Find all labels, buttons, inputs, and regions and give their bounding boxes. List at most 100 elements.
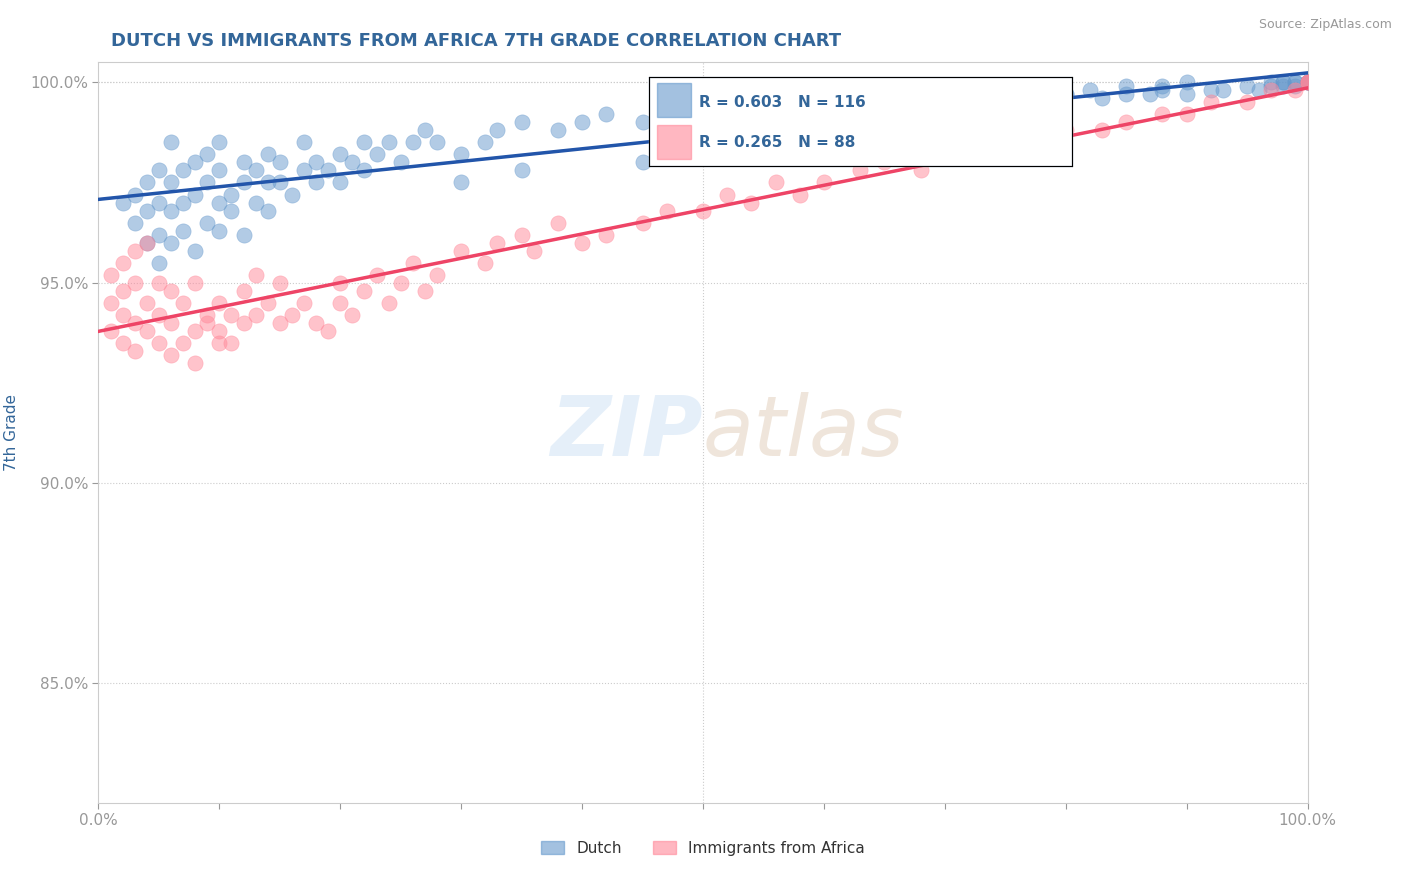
- Point: [1175, 87, 1198, 102]
- Text: Source: ZipAtlas.com: Source: ZipAtlas.com: [1258, 18, 1392, 31]
- Point: [208, 223, 231, 237]
- Point: [111, 195, 134, 210]
- Point: [184, 187, 207, 202]
- Point: [160, 235, 183, 250]
- Point: [413, 284, 436, 298]
- Point: [752, 107, 775, 121]
- Point: [1296, 75, 1319, 89]
- Point: [353, 136, 375, 150]
- Point: [232, 176, 254, 190]
- Point: [631, 215, 654, 229]
- Point: [873, 115, 896, 129]
- Point: [184, 244, 207, 258]
- Point: [1054, 87, 1077, 102]
- Point: [1175, 107, 1198, 121]
- Point: [1296, 75, 1319, 89]
- Point: [389, 276, 412, 290]
- Point: [305, 176, 328, 190]
- Point: [450, 176, 472, 190]
- Point: [160, 348, 183, 362]
- Point: [849, 103, 872, 118]
- Point: [1260, 83, 1282, 97]
- Point: [377, 136, 399, 150]
- Point: [1296, 75, 1319, 89]
- Point: [281, 187, 304, 202]
- Point: [1091, 91, 1114, 105]
- Point: [232, 227, 254, 242]
- Point: [100, 324, 122, 338]
- Point: [195, 176, 218, 190]
- Point: [1296, 75, 1319, 89]
- Point: [342, 155, 364, 169]
- Point: [957, 103, 980, 118]
- Point: [510, 227, 533, 242]
- Point: [813, 176, 835, 190]
- Point: [1115, 115, 1137, 129]
- Point: [1249, 83, 1271, 97]
- Point: [1054, 123, 1077, 137]
- Point: [1175, 75, 1198, 89]
- Point: [547, 123, 569, 137]
- Point: [329, 295, 352, 310]
- Point: [510, 115, 533, 129]
- Point: [1031, 136, 1053, 150]
- Point: [160, 136, 183, 150]
- Point: [716, 187, 738, 202]
- Point: [111, 284, 134, 298]
- Point: [148, 335, 170, 350]
- Point: [765, 176, 787, 190]
- Point: [256, 176, 278, 190]
- Point: [245, 163, 267, 178]
- Point: [124, 316, 146, 330]
- Point: [111, 255, 134, 269]
- Point: [426, 136, 449, 150]
- Point: [245, 268, 267, 282]
- Point: [195, 308, 218, 322]
- Point: [184, 155, 207, 169]
- Point: [1031, 91, 1053, 105]
- Point: [172, 163, 194, 178]
- Point: [269, 276, 291, 290]
- Point: [184, 324, 207, 338]
- Text: atlas: atlas: [703, 392, 904, 473]
- Point: [135, 176, 157, 190]
- Point: [813, 123, 835, 137]
- Point: [124, 215, 146, 229]
- Point: [208, 324, 231, 338]
- Point: [269, 316, 291, 330]
- Point: [256, 147, 278, 161]
- Point: [1260, 79, 1282, 94]
- Point: [402, 255, 425, 269]
- Point: [148, 276, 170, 290]
- Point: [957, 91, 980, 105]
- Legend: Dutch, Immigrants from Africa: Dutch, Immigrants from Africa: [536, 835, 870, 862]
- Point: [232, 155, 254, 169]
- Point: [256, 295, 278, 310]
- Point: [1236, 95, 1258, 110]
- Point: [366, 268, 388, 282]
- Point: [124, 244, 146, 258]
- Text: DUTCH VS IMMIGRANTS FROM AFRICA 7TH GRADE CORRELATION CHART: DUTCH VS IMMIGRANTS FROM AFRICA 7TH GRAD…: [111, 32, 841, 50]
- Point: [111, 308, 134, 322]
- Point: [124, 343, 146, 358]
- Point: [595, 227, 617, 242]
- Point: [1296, 75, 1319, 89]
- Point: [221, 308, 243, 322]
- Point: [160, 316, 183, 330]
- Point: [1296, 75, 1319, 89]
- Point: [135, 235, 157, 250]
- Point: [232, 284, 254, 298]
- Point: [413, 123, 436, 137]
- Point: [135, 235, 157, 250]
- Point: [1031, 91, 1053, 105]
- Point: [342, 308, 364, 322]
- Point: [160, 284, 183, 298]
- Point: [1236, 79, 1258, 94]
- Point: [957, 136, 980, 150]
- Point: [1272, 75, 1295, 89]
- Point: [100, 268, 122, 282]
- Point: [232, 316, 254, 330]
- Point: [994, 95, 1017, 110]
- Point: [208, 295, 231, 310]
- Point: [124, 187, 146, 202]
